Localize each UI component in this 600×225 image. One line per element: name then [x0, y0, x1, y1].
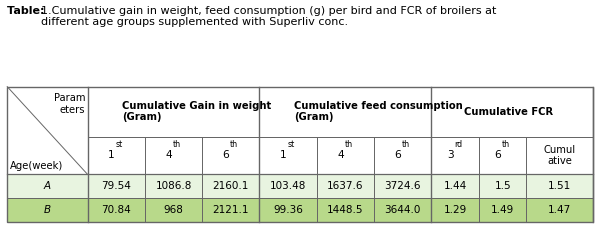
Text: th: th	[230, 140, 238, 149]
Text: 1.47: 1.47	[548, 205, 571, 215]
Text: rd: rd	[455, 140, 463, 149]
Text: 1637.6: 1637.6	[327, 181, 364, 191]
Bar	[431, 87, 593, 137]
Bar	[479, 174, 526, 198]
Text: 6: 6	[494, 151, 501, 160]
Bar	[317, 174, 374, 198]
Text: 79.54: 79.54	[101, 181, 131, 191]
Text: 4: 4	[166, 151, 172, 160]
Text: A: A	[44, 181, 51, 191]
Text: th: th	[173, 140, 181, 149]
Text: 1.49: 1.49	[491, 205, 514, 215]
Bar	[7, 198, 88, 222]
Text: Cumulative Gain in weight
(Gram): Cumulative Gain in weight (Gram)	[122, 101, 271, 122]
Bar	[431, 137, 479, 174]
Text: 99.36: 99.36	[273, 205, 303, 215]
Bar	[526, 174, 593, 198]
Bar	[479, 198, 526, 222]
Text: 1086.8: 1086.8	[155, 181, 192, 191]
Text: 3: 3	[447, 151, 454, 160]
Text: st: st	[287, 140, 295, 149]
Bar	[88, 137, 145, 174]
Bar	[317, 198, 374, 222]
Text: 6: 6	[395, 151, 401, 160]
Text: Table:: Table:	[7, 6, 49, 16]
Bar	[374, 137, 431, 174]
Bar	[202, 198, 259, 222]
Text: 103.48: 103.48	[270, 181, 307, 191]
Text: 2160.1: 2160.1	[212, 181, 249, 191]
Bar	[259, 137, 317, 174]
Bar	[145, 137, 202, 174]
Bar	[202, 137, 259, 174]
Text: Cumulative feed consumption
(Gram): Cumulative feed consumption (Gram)	[294, 101, 463, 122]
Bar	[88, 198, 145, 222]
Text: 968: 968	[164, 205, 184, 215]
Bar	[88, 87, 259, 137]
Text: B: B	[44, 205, 51, 215]
Text: 1.51: 1.51	[548, 181, 571, 191]
Bar	[259, 174, 317, 198]
Bar	[7, 87, 593, 222]
Text: Param
eters: Param eters	[53, 93, 85, 115]
Text: Age(week): Age(week)	[10, 161, 63, 171]
Bar	[145, 198, 202, 222]
Text: Cumul
ative: Cumul ative	[544, 145, 575, 166]
Text: 1.44: 1.44	[443, 181, 467, 191]
Text: 1: 1	[280, 151, 287, 160]
Text: 1: 1	[108, 151, 115, 160]
Text: th: th	[402, 140, 410, 149]
Text: Cumulative FCR: Cumulative FCR	[464, 107, 553, 117]
Bar	[479, 137, 526, 174]
Text: 1448.5: 1448.5	[327, 205, 364, 215]
Bar	[431, 174, 479, 198]
Bar	[374, 174, 431, 198]
Text: 1.Cumulative gain in weight, feed consumption (g) per bird and FCR of broilers a: 1.Cumulative gain in weight, feed consum…	[41, 6, 497, 27]
Bar	[259, 198, 317, 222]
Text: 6: 6	[223, 151, 229, 160]
Text: 3724.6: 3724.6	[385, 181, 421, 191]
Bar	[317, 137, 374, 174]
Bar	[374, 198, 431, 222]
Bar	[259, 87, 431, 137]
Bar	[431, 198, 479, 222]
Bar	[7, 87, 88, 174]
Text: 3644.0: 3644.0	[385, 205, 421, 215]
Text: 4: 4	[337, 151, 344, 160]
Bar	[526, 137, 593, 174]
Text: 2121.1: 2121.1	[212, 205, 249, 215]
Text: 1.29: 1.29	[443, 205, 467, 215]
Text: 1.5: 1.5	[494, 181, 511, 191]
Text: th: th	[345, 140, 353, 149]
Bar	[7, 174, 88, 198]
Bar	[145, 174, 202, 198]
Bar	[88, 174, 145, 198]
Bar	[526, 198, 593, 222]
Bar	[202, 174, 259, 198]
Text: 70.84: 70.84	[101, 205, 131, 215]
Text: st: st	[116, 140, 123, 149]
Text: th: th	[502, 140, 510, 149]
